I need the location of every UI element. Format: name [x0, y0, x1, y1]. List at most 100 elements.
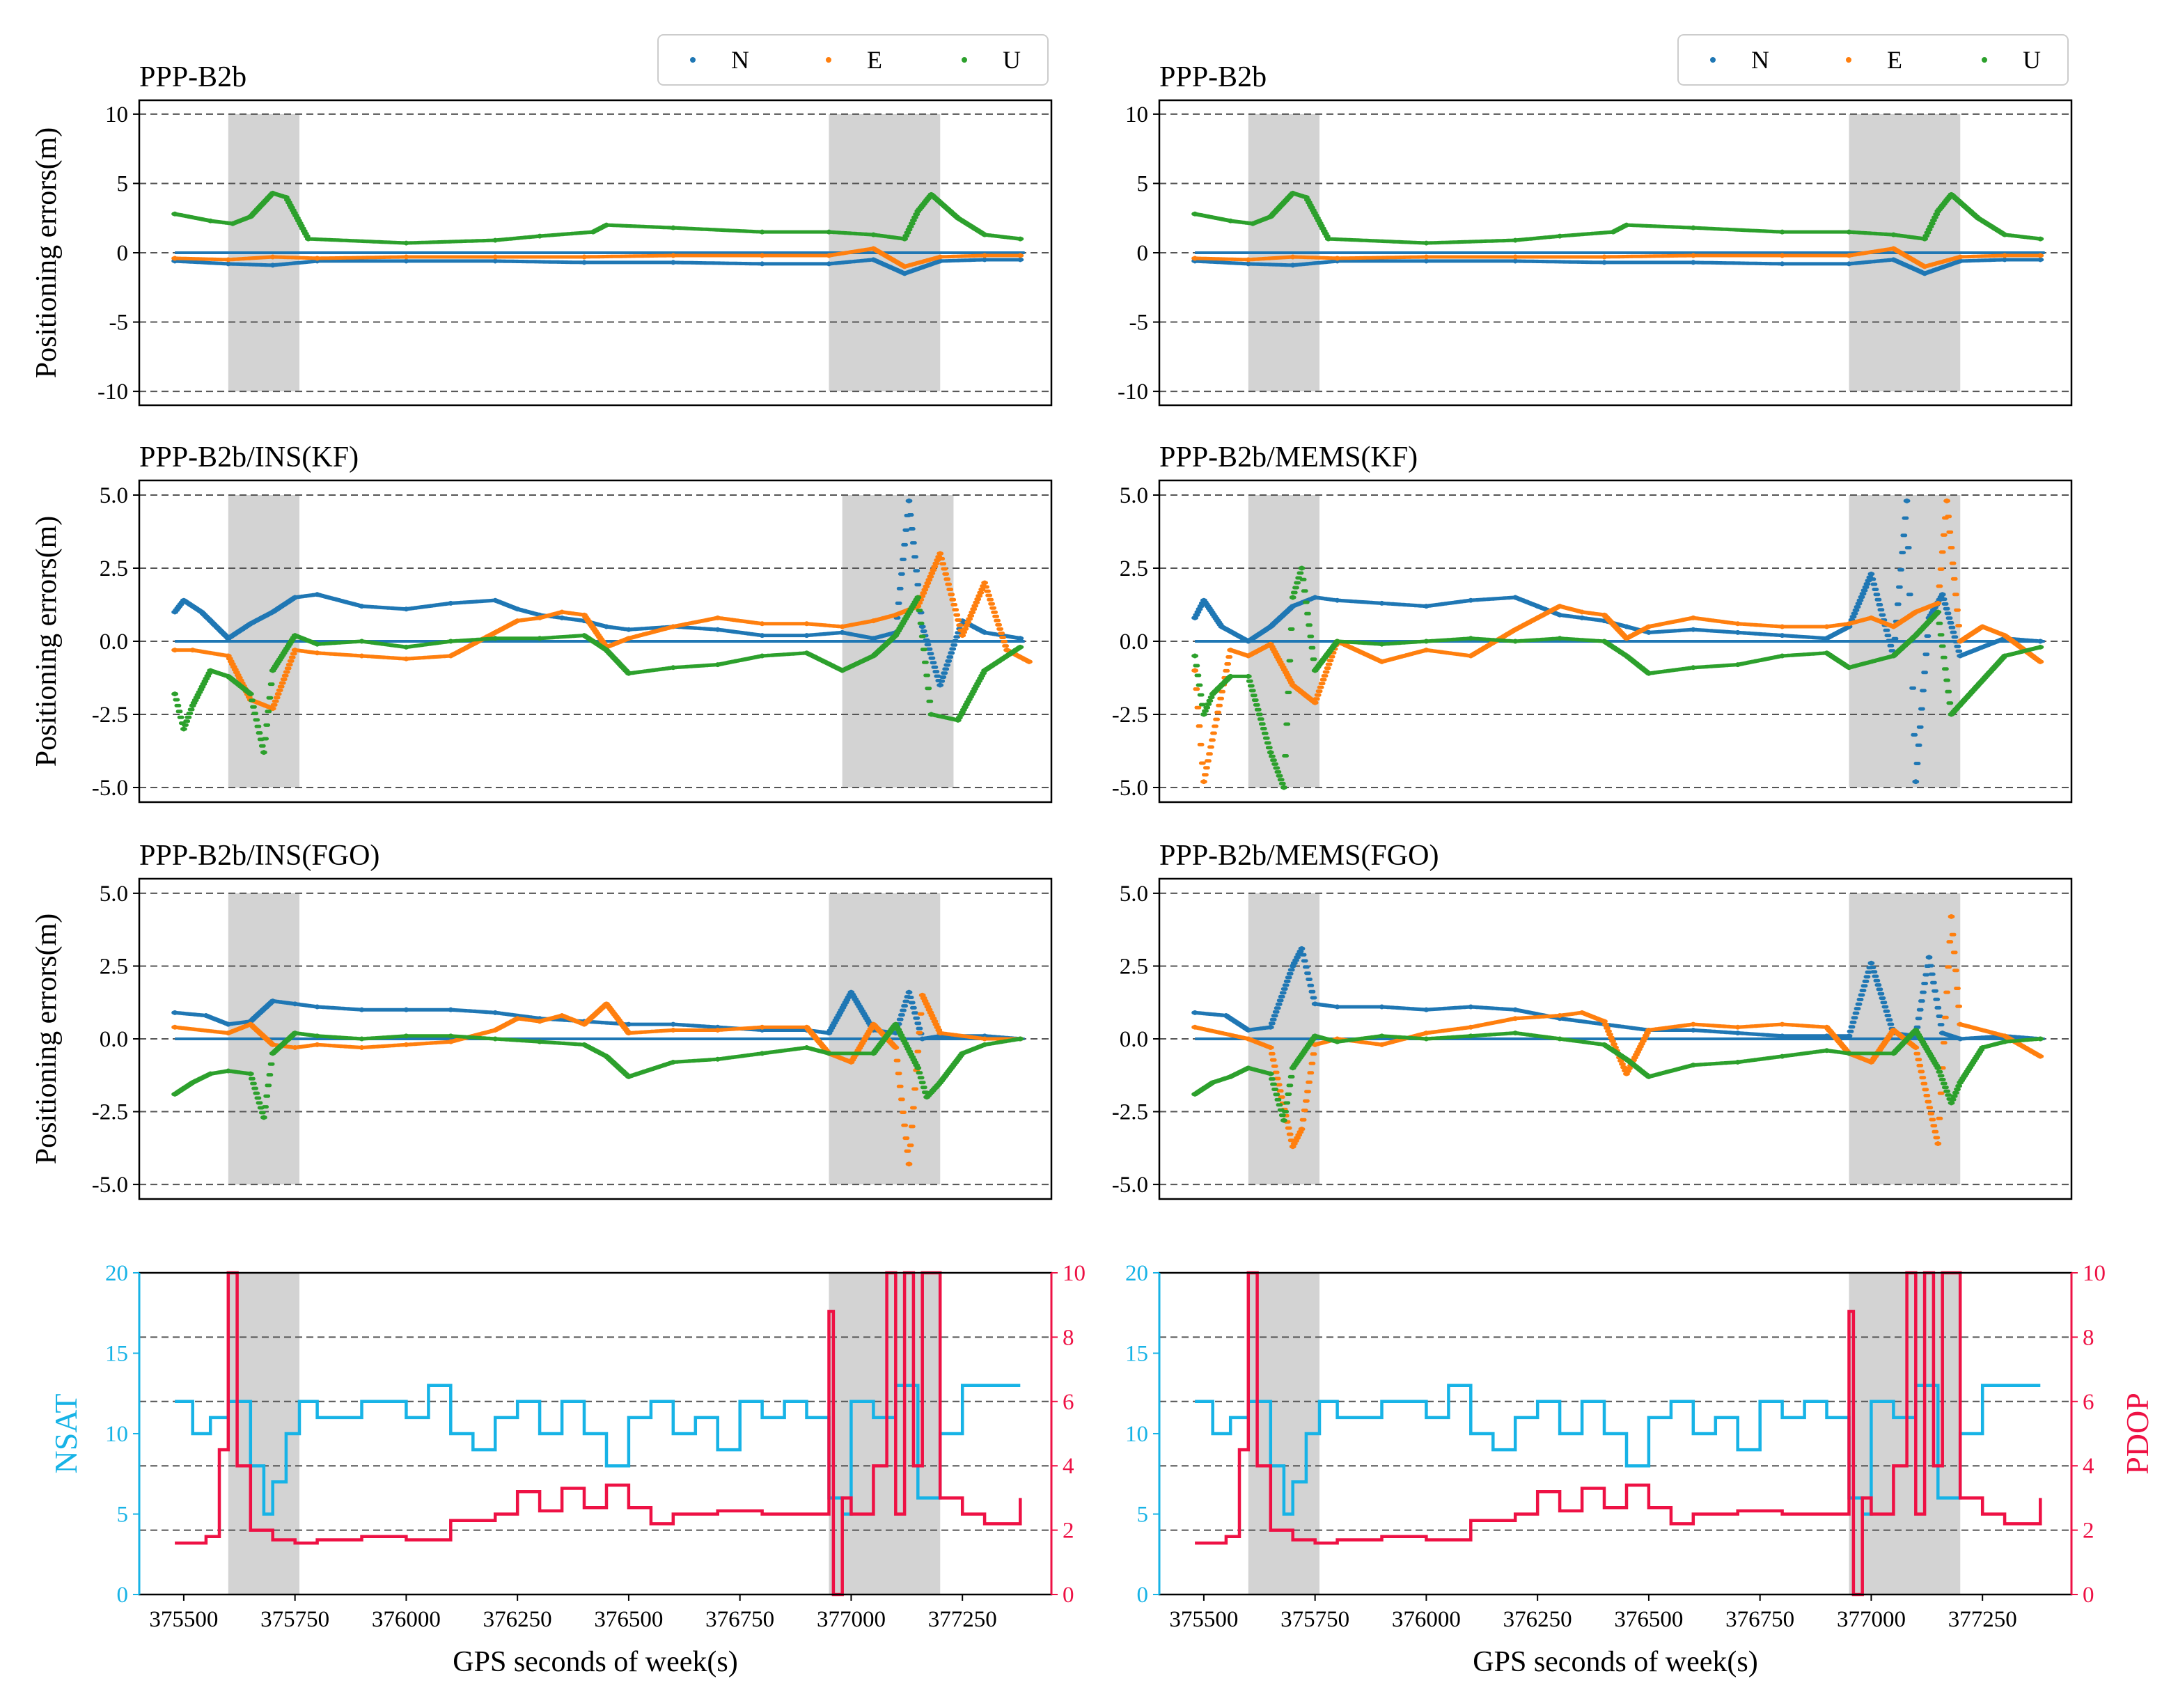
data-point — [226, 1068, 231, 1074]
data-point — [1379, 1033, 1385, 1039]
panel-title: PPP-B2b/MEMS(FGO) — [1159, 840, 1439, 872]
y-tick-label: -10 — [97, 379, 128, 405]
data-point — [1017, 644, 1023, 650]
data-point — [1824, 650, 1830, 656]
data-point — [804, 621, 810, 627]
legend-marker-E — [1846, 57, 1851, 63]
data-point — [1512, 1007, 1518, 1012]
pdop-axis-label: PDOP — [2120, 1393, 2155, 1475]
y-tick-label: 2.5 — [1120, 954, 1148, 979]
data-point — [1246, 1065, 1251, 1071]
data-point — [2002, 1033, 2007, 1039]
data-point — [924, 1095, 930, 1100]
data-point — [1601, 612, 1607, 618]
data-point — [2037, 1053, 2043, 1059]
data-point — [907, 498, 912, 503]
y-tick-label: 0 — [1137, 241, 1149, 266]
y-tick-label: -10 — [1118, 379, 1148, 405]
data-point — [492, 1010, 498, 1015]
data-point — [190, 703, 196, 708]
data-point — [1004, 648, 1010, 653]
data-point — [1335, 256, 1340, 261]
data-point — [1890, 246, 1896, 251]
data-point — [1890, 232, 1896, 237]
data-point — [226, 1021, 231, 1027]
data-point — [804, 650, 810, 656]
data-point — [581, 633, 587, 638]
data-point — [1512, 627, 1518, 632]
series-E — [171, 551, 1033, 712]
data-point — [1192, 1024, 1198, 1030]
panel-title: PPP-B2b/MEMS(KF) — [1159, 441, 1418, 473]
panel-title: PPP-B2b — [139, 61, 246, 93]
data-point — [403, 644, 409, 650]
data-point — [1303, 194, 1309, 200]
data-point — [172, 1091, 178, 1097]
data-point — [826, 1031, 831, 1036]
data-point — [359, 1036, 365, 1042]
data-point — [1313, 1033, 1318, 1039]
nsat-tick-label: 0 — [1137, 1583, 1149, 1608]
data-point — [760, 633, 765, 638]
y-tick-label: 5.0 — [1120, 483, 1148, 508]
data-point — [826, 1051, 831, 1056]
data-point — [2002, 653, 2007, 659]
data-point — [626, 1031, 632, 1036]
data-point — [1192, 1091, 1198, 1097]
data-point — [1948, 712, 1954, 717]
series-U — [171, 595, 1024, 755]
data-point — [1017, 1036, 1023, 1042]
data-point — [581, 612, 587, 618]
data-point — [226, 257, 231, 263]
data-point — [515, 618, 520, 624]
data-point — [306, 236, 311, 242]
x-tick-label: 376750 — [1725, 1607, 1794, 1632]
data-point — [1423, 258, 1429, 264]
data-point — [826, 261, 831, 267]
data-point — [1601, 638, 1607, 644]
data-point — [172, 691, 178, 697]
data-point — [359, 1045, 365, 1051]
data-point — [270, 998, 276, 1004]
series-NSAT-line — [1195, 1384, 2041, 1516]
data-point — [1557, 612, 1562, 618]
data-point — [1922, 264, 1927, 269]
data-point — [1824, 1048, 1830, 1053]
legend-label-E: E — [867, 46, 882, 74]
data-point — [1026, 659, 1032, 664]
data-point — [1646, 671, 1652, 676]
data-point — [226, 1031, 231, 1036]
data-point — [893, 633, 898, 638]
data-point — [1957, 653, 1963, 659]
chart-panel-4: -5.0 -2.5 0.0 2.5 5.0 PPP-B2b/MEMS(KF) — [1112, 441, 2073, 804]
data-point — [937, 1080, 943, 1086]
data-point — [982, 253, 987, 258]
data-point — [448, 1039, 453, 1044]
data-point — [537, 1019, 542, 1024]
data-point — [1691, 627, 1696, 632]
data-point — [1957, 1036, 1963, 1042]
data-point — [2002, 253, 2007, 258]
data-point — [1646, 624, 1652, 629]
legend-marker-U — [962, 57, 967, 63]
data-point — [1223, 1013, 1229, 1019]
data-point — [261, 1115, 267, 1120]
y-tick-label: 5.0 — [100, 882, 128, 907]
data-point — [1601, 1019, 1607, 1024]
y-tick-label: -2.5 — [92, 1100, 128, 1125]
data-point — [1601, 260, 1607, 265]
data-point — [1379, 641, 1385, 647]
data-point — [893, 1021, 898, 1027]
data-point — [515, 1016, 520, 1021]
data-point — [270, 254, 276, 260]
data-point — [181, 726, 187, 732]
pdop-tick-label: 0 — [1063, 1583, 1074, 1608]
data-point — [448, 638, 453, 644]
data-point — [2037, 253, 2043, 258]
data-point — [537, 233, 542, 239]
data-point — [1913, 609, 1918, 615]
chart-panel-3: -5.0 -2.5 0.0 2.5 5.0 PPP-B2b/INS(KF) Position… — [31, 441, 1053, 804]
data-point — [1980, 624, 1985, 629]
pdop-tick-label: 2 — [1063, 1519, 1074, 1544]
data-point — [1290, 963, 1296, 969]
